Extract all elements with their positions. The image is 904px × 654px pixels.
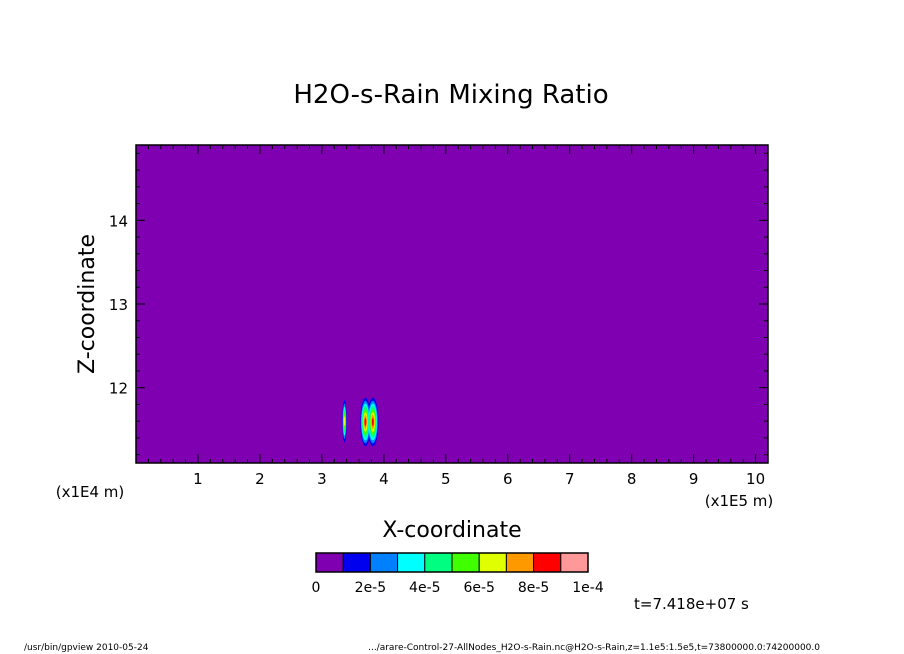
rain-contour (364, 417, 367, 427)
colorbar-label: 0 (312, 580, 321, 596)
x-axis-label: X-coordinate (382, 518, 521, 543)
colorbar: 0 2e-5 4e-5 6e-5 8e-5 1e-4 (312, 552, 604, 596)
rain-cell (360, 397, 379, 447)
x-tick-label: 5 (441, 470, 451, 488)
y-tick-label: 12 (109, 380, 128, 398)
colorbar-swatch (369, 552, 399, 573)
chart-title: H2O-s-Rain Mixing Ratio (293, 80, 608, 110)
colorbar-label: 1e-4 (572, 580, 604, 596)
footer-right: .../arare-Control-27-AllNodes_H2O-s-Rain… (368, 643, 820, 653)
rain-cell (342, 400, 347, 443)
x-tick-label: 9 (689, 470, 699, 488)
colorbar-label: 4e-5 (409, 580, 440, 596)
colorbar-swatch (424, 552, 453, 573)
rain-contour (343, 416, 346, 426)
x-tick-label: 1 (193, 470, 203, 488)
footer-left: /usr/bin/gpview 2010-05-24 (24, 643, 149, 653)
y-axis-label: Z-coordinate (75, 234, 100, 374)
colorbar-label: 2e-5 (355, 580, 386, 596)
x-tick-label: 8 (627, 470, 637, 488)
colorbar-frame (315, 552, 589, 573)
colorbar-swatch (451, 552, 480, 573)
x-tick-label: 2 (255, 470, 265, 488)
plot-background (136, 145, 768, 463)
colorbar-swatch (505, 552, 535, 573)
y-tick-label: 14 (109, 212, 128, 230)
colorbar-swatch (478, 552, 507, 573)
y-unit-label: (x1E4 m) (56, 483, 125, 501)
feature-layer (342, 397, 379, 447)
colorbar-label: 8e-5 (518, 580, 549, 596)
colorbar-label: 6e-5 (463, 580, 494, 596)
x-tick-label: 4 (379, 470, 389, 488)
colorbar-swatch (533, 552, 562, 573)
x-unit-label: (x1E5 m) (705, 492, 774, 510)
time-label: t=7.418e+07 s (634, 595, 749, 613)
x-tick-label: 6 (503, 470, 513, 488)
colorbar-swatch (342, 552, 371, 573)
x-tick-label: 10 (746, 470, 765, 488)
colorbar-swatch (560, 552, 589, 573)
colorbar-swatch (315, 552, 344, 573)
rain-contour (371, 417, 374, 427)
x-tick-label: 3 (317, 470, 327, 488)
x-tick-label: 7 (565, 470, 575, 488)
colorbar-swatch (397, 552, 426, 573)
y-tick-label: 13 (109, 296, 128, 314)
